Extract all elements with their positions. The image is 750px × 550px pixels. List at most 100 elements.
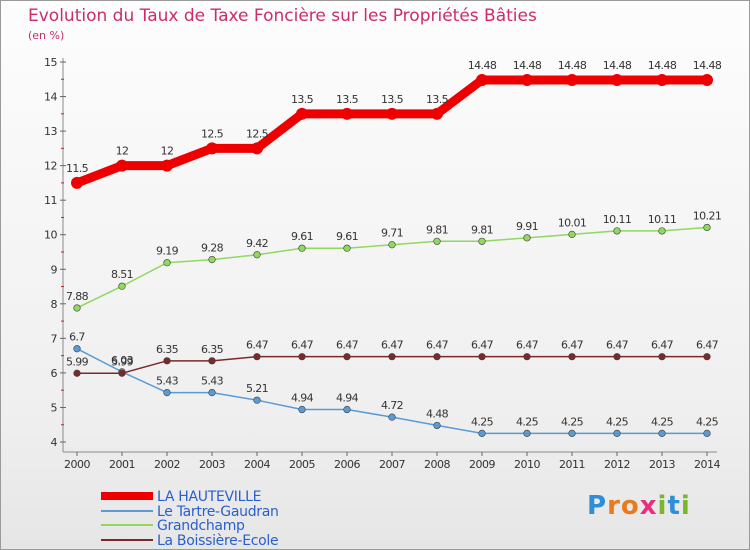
proxiti-logo: Proxiti: [587, 491, 691, 521]
legend-label: La Boissière-Ecole: [157, 533, 279, 549]
x-tick-label: 2008: [424, 458, 450, 471]
data-point: [568, 230, 576, 238]
data-label: 9.91: [516, 220, 538, 233]
legend-swatch: [101, 510, 153, 512]
logo-letter: r: [607, 491, 621, 521]
x-tick-label: 2000: [64, 458, 90, 471]
y-tick-label: 15: [44, 56, 57, 69]
legend-label: Le Tartre-Gaudran: [157, 504, 279, 520]
data-label: 13.5: [426, 93, 449, 106]
data-label: 14.48: [468, 59, 497, 72]
data-point: [296, 107, 308, 120]
legend-swatch: [101, 539, 153, 541]
data-point: [343, 244, 351, 252]
y-tick-label: 12: [44, 160, 57, 173]
data-point: [118, 282, 126, 290]
legend-swatch: [101, 524, 153, 526]
data-label: 9.28: [201, 242, 224, 255]
data-point: [298, 244, 306, 252]
y-tick-label: 9: [51, 263, 58, 276]
logo-letter: t: [667, 491, 681, 521]
x-tick-label: 2006: [334, 458, 360, 471]
data-label: 6.47: [381, 339, 404, 352]
data-label: 14.48: [648, 59, 677, 72]
x-tick-label: 2012: [604, 458, 630, 471]
data-label: 6.47: [291, 339, 314, 352]
data-point: [71, 176, 83, 189]
y-tick-label: 6: [51, 367, 58, 380]
y-tick-label: 4: [51, 436, 58, 449]
data-label: 8.51: [111, 268, 133, 281]
data-point: [613, 429, 621, 437]
data-label: 6.47: [606, 339, 629, 352]
data-label: 4.25: [471, 415, 494, 428]
data-point: [656, 73, 668, 86]
data-label: 10.01: [558, 216, 587, 229]
data-label: 13.5: [336, 93, 359, 106]
data-label: 6.47: [426, 339, 449, 352]
data-point: [566, 73, 578, 86]
data-point: [253, 353, 261, 361]
data-label: 11.5: [66, 162, 89, 175]
chart-subtitle: (en %): [28, 29, 65, 42]
data-label: 6.47: [651, 339, 674, 352]
data-point: [478, 237, 486, 245]
y-tick-label: 7: [51, 332, 58, 345]
data-point: [343, 405, 351, 414]
data-point: [701, 73, 713, 86]
data-point: [478, 429, 486, 437]
data-point: [341, 107, 353, 120]
y-tick-label: 10: [44, 229, 57, 242]
y-tick-label: 5: [51, 401, 58, 414]
data-point: [478, 353, 486, 361]
data-point: [433, 353, 441, 361]
x-tick-label: 2011: [559, 458, 585, 471]
x-tick-label: 2007: [379, 458, 405, 471]
data-point: [433, 237, 441, 245]
data-point: [568, 429, 576, 437]
data-label: 12: [116, 145, 129, 158]
data-point: [523, 234, 531, 242]
data-label: 10.11: [648, 213, 677, 226]
data-point: [611, 73, 623, 86]
data-point: [73, 345, 81, 353]
data-label: 12: [161, 145, 174, 158]
chart-title: Evolution du Taux de Taxe Foncière sur l…: [28, 6, 537, 26]
logo-letter: x: [639, 491, 658, 521]
data-label: 4.94: [291, 392, 314, 405]
data-label: 5.99: [66, 355, 89, 368]
data-point: [208, 357, 216, 365]
data-point: [388, 413, 396, 421]
y-tick-label: 11: [44, 194, 57, 207]
data-label: 12.5: [201, 127, 224, 140]
data-label: 9.61: [336, 230, 358, 243]
x-tick-label: 2003: [199, 458, 225, 471]
data-label: 13.5: [291, 93, 314, 106]
data-point: [521, 73, 533, 86]
data-point: [253, 251, 261, 259]
data-label: 6.35: [201, 343, 224, 356]
data-label: 4.25: [606, 415, 629, 428]
data-point: [703, 223, 711, 232]
data-point: [251, 142, 263, 155]
data-point: [523, 353, 531, 361]
data-label: 5.99: [111, 355, 134, 368]
y-tick-label: 14: [44, 91, 57, 104]
x-tick-label: 2013: [649, 458, 675, 471]
data-label: 4.25: [651, 415, 674, 428]
data-point: [116, 159, 128, 172]
legend-swatch: [101, 492, 153, 500]
data-label: 5.43: [156, 375, 179, 388]
data-label: 9.19: [156, 245, 179, 258]
x-tick-label: 2009: [469, 458, 495, 471]
data-label: 4.94: [336, 392, 359, 405]
data-point: [163, 389, 171, 397]
data-label: 4.48: [426, 407, 449, 420]
data-point: [388, 353, 396, 361]
data-label: 5.21: [246, 382, 268, 395]
y-tick-label: 8: [51, 298, 58, 311]
data-label: 10.21: [693, 209, 722, 222]
data-point: [298, 353, 306, 361]
data-label: 10.11: [603, 213, 632, 226]
